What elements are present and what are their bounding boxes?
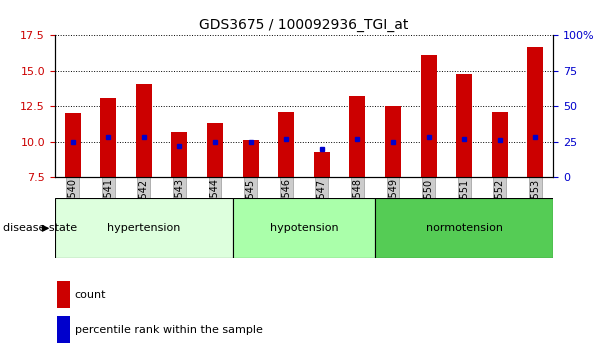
Bar	[57, 316, 70, 343]
Bar	[385, 106, 401, 177]
Bar	[233, 198, 375, 258]
Bar	[207, 123, 223, 177]
Bar	[456, 74, 472, 177]
Text: percentile rank within the sample: percentile rank within the sample	[75, 325, 263, 335]
Bar	[421, 55, 437, 177]
Bar	[492, 112, 508, 177]
Bar	[243, 140, 258, 177]
Title: GDS3675 / 100092936_TGI_at: GDS3675 / 100092936_TGI_at	[199, 18, 409, 32]
Text: hypotension: hypotension	[270, 223, 338, 233]
Bar	[100, 98, 116, 177]
Bar	[136, 84, 152, 177]
Text: hypertension: hypertension	[107, 223, 181, 233]
Bar	[57, 281, 70, 308]
Bar	[278, 112, 294, 177]
Bar	[375, 198, 553, 258]
Bar	[55, 198, 233, 258]
Bar	[350, 96, 365, 177]
Text: disease state: disease state	[3, 223, 77, 233]
Bar	[64, 113, 80, 177]
Text: normotension: normotension	[426, 223, 503, 233]
Bar	[314, 152, 330, 177]
Bar	[528, 47, 544, 177]
Bar	[171, 132, 187, 177]
Text: count: count	[75, 290, 106, 299]
